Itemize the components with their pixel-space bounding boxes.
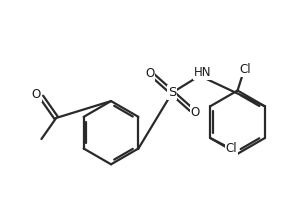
Text: Cl: Cl xyxy=(226,142,238,155)
Text: O: O xyxy=(191,106,200,118)
Text: Cl: Cl xyxy=(239,63,251,76)
Text: O: O xyxy=(32,88,41,101)
Text: S: S xyxy=(168,86,176,99)
Text: HN: HN xyxy=(194,66,212,79)
Text: O: O xyxy=(145,67,154,80)
